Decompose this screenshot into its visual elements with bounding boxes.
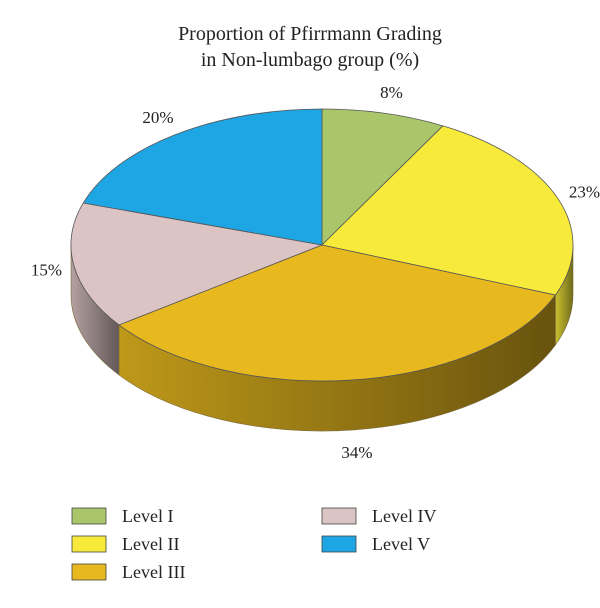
legend-item-level-ii: Level II xyxy=(71,534,179,554)
legend-label: Level I xyxy=(122,506,173,526)
legend-item-level-i: Level I xyxy=(71,506,173,526)
legend-item-level-v: Level V xyxy=(321,534,430,554)
value-label-level-ii: 23% xyxy=(569,183,600,202)
legend-swatch xyxy=(321,507,357,525)
legend-item-level-iv: Level IV xyxy=(321,506,436,526)
legend-label: Level II xyxy=(122,534,179,554)
pie-slice-level-ii xyxy=(321,125,574,296)
legend-label: Level IV xyxy=(372,506,436,526)
pie-slice-level-iii xyxy=(118,244,557,382)
pie-slice-level-v xyxy=(82,108,323,246)
legend-label: Level V xyxy=(372,534,430,554)
chart-title-line-1: Proportion of Pfirrmann Grading xyxy=(178,23,442,45)
legend-item-level-iii: Level III xyxy=(71,562,185,582)
pie-sides xyxy=(70,244,574,432)
legend-swatch xyxy=(71,563,107,581)
value-label-level-i: 8% xyxy=(380,83,403,102)
pie-slices xyxy=(70,108,574,382)
legend-swatch xyxy=(71,535,107,553)
legend: Level I Level II Level III Level IV Level V xyxy=(71,506,436,582)
legend-label: Level III xyxy=(122,562,185,582)
value-label-level-v: 20% xyxy=(142,108,173,127)
value-label-level-iii: 34% xyxy=(341,443,372,462)
pie-value-labels: 8% 23% 34% 15% 20% xyxy=(31,83,600,462)
pie-slice-level-iv xyxy=(70,202,324,326)
chart-title-line-2: in Non-lumbago group (%) xyxy=(201,49,419,71)
legend-swatch xyxy=(71,507,107,525)
value-label-level-iv: 15% xyxy=(31,261,62,280)
pie-slice-level-i xyxy=(321,108,444,246)
legend-swatch xyxy=(321,535,357,553)
